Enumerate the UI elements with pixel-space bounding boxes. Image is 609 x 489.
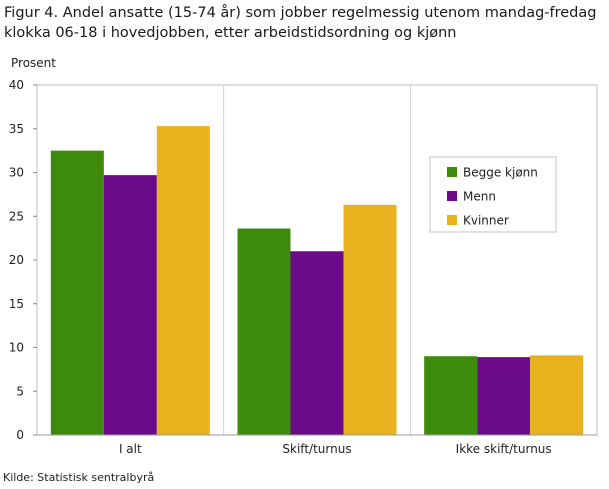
bar <box>290 251 344 435</box>
legend-swatch <box>447 191 457 201</box>
y-tick-label: 0 <box>16 428 24 442</box>
source-note: Kilde: Statistisk sentralbyrå <box>3 471 155 484</box>
chart-title-line-1: Figur 4. Andel ansatte (15-74 år) som jo… <box>4 5 597 21</box>
legend-label: Begge kjønn <box>463 166 538 180</box>
x-category-label: Ikke skift/turnus <box>456 442 552 456</box>
legend-swatch <box>447 215 457 225</box>
bar <box>477 357 531 435</box>
y-axis-label: Prosent <box>11 56 56 70</box>
y-tick-label: 5 <box>16 384 24 398</box>
y-tick-label: 35 <box>9 122 24 136</box>
legend-swatch <box>447 167 457 177</box>
bar <box>103 175 157 435</box>
legend-label: Kvinner <box>463 214 509 228</box>
y-tick-label: 30 <box>9 166 24 180</box>
y-tick-label: 10 <box>9 341 24 355</box>
chart-title-line-2: klokka 06-18 i hovedjobben, etter arbeid… <box>4 25 457 41</box>
bar <box>343 204 397 435</box>
y-tick-label: 40 <box>9 78 24 92</box>
x-category-label: Skift/turnus <box>282 442 351 456</box>
bar <box>530 355 584 435</box>
y-tick-label: 25 <box>9 209 24 223</box>
legend-label: Menn <box>463 190 496 204</box>
chart-title: Figur 4. Andel ansatte (15-74 år) som jo… <box>4 3 604 43</box>
bar <box>156 126 210 435</box>
bar <box>50 150 104 435</box>
bar <box>424 356 478 435</box>
x-category-label: I alt <box>119 442 142 456</box>
y-tick-label: 15 <box>9 297 24 311</box>
bar <box>237 228 291 435</box>
y-tick-label: 20 <box>9 253 24 267</box>
